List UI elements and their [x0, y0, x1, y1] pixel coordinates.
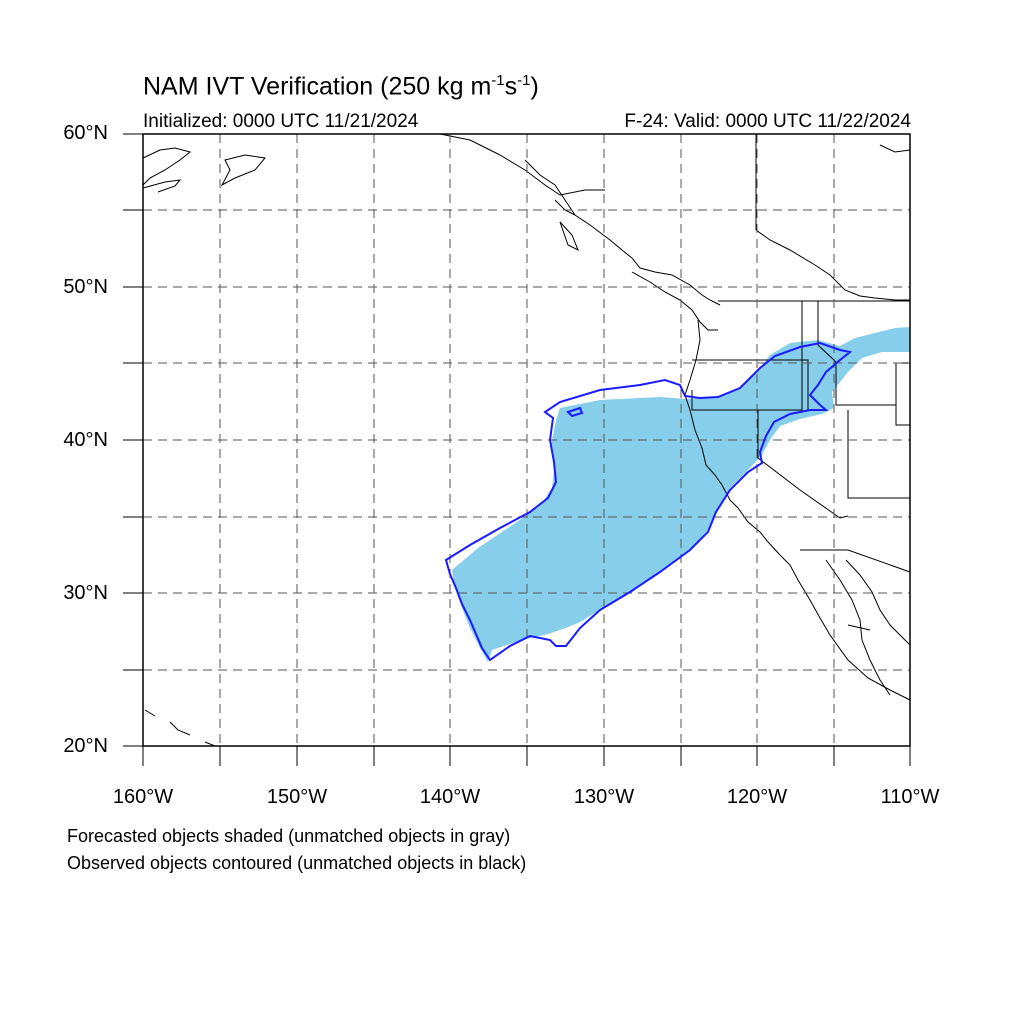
lon-label-150w: 150°W: [266, 786, 328, 808]
observed-ivt-contour: [444, 341, 853, 662]
lat-label-50n: 50°N: [63, 276, 108, 298]
graticule: [143, 134, 910, 746]
lon-label-140w: 140°W: [419, 786, 481, 808]
coastlines: [142, 133, 911, 747]
lat-label-40n: 40°N: [63, 429, 108, 451]
lat-label-20n: 20°N: [63, 735, 108, 757]
legend-observed-note: Observed objects contoured (unmatched ob…: [67, 853, 527, 873]
axis-ticks: [123, 133, 911, 766]
lat-label-30n: 30°N: [63, 582, 108, 604]
initialized-time: Initialized: 0000 UTC 11/21/2024: [143, 111, 419, 132]
lon-label-160w: 160°W: [112, 786, 174, 808]
lon-label-120w: 120°W: [726, 786, 788, 808]
valid-time: F-24: Valid: 0000 UTC 11/22/2024: [624, 111, 911, 132]
lon-label-110w: 110°W: [880, 786, 940, 808]
lon-label-130w: 130°W: [573, 786, 635, 808]
lat-label-60n: 60°N: [63, 122, 108, 144]
map-title: NAM IVT Verification (250 kg m-1s-1): [143, 72, 539, 101]
observed-ivt-contour-island: [566, 406, 584, 418]
legend-forecast-note: Forecasted objects shaded (unmatched obj…: [67, 826, 511, 846]
